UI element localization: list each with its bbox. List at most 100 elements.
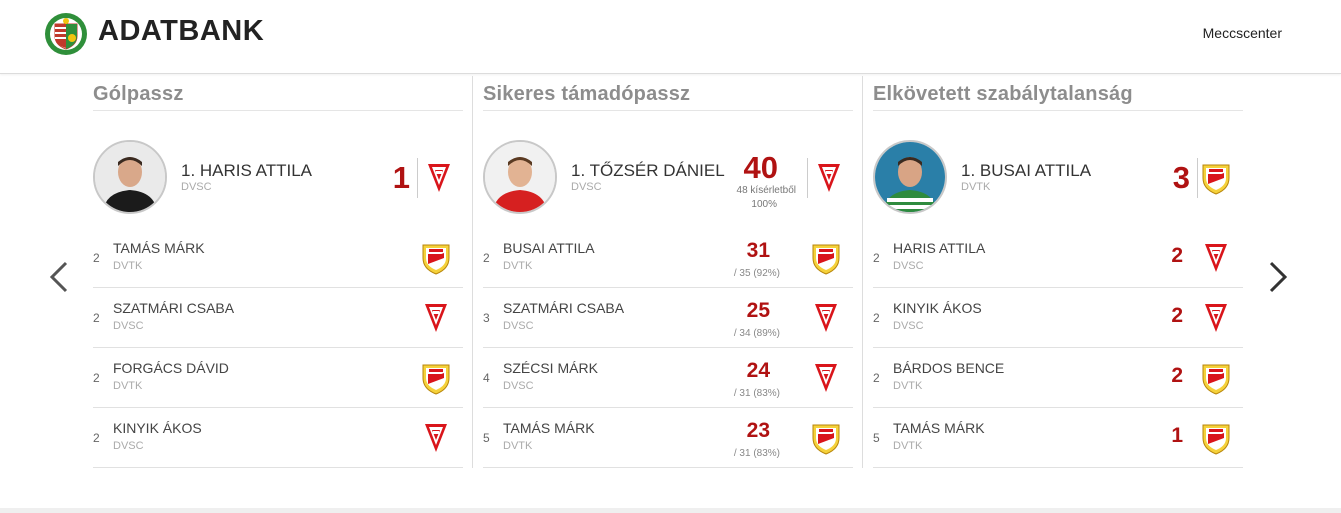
row-team: DVSC xyxy=(503,380,534,392)
row-value: 25 xyxy=(746,299,770,322)
row-rank: 2 xyxy=(93,431,100,445)
row-rank: 2 xyxy=(93,251,100,265)
column-title: Sikeres támadópassz xyxy=(483,83,691,105)
dvsc-crest-icon xyxy=(817,162,841,194)
ranking-list: 2 BUSAI ATTILA DVTK 31 / 35 (92%) 3 SZAT… xyxy=(483,228,853,468)
dvtk-crest-icon xyxy=(1201,362,1231,396)
row-name: TAMÁS MÁRK xyxy=(893,420,985,436)
row-team: DVSC xyxy=(503,320,534,332)
row-name: BÁRDOS BENCE xyxy=(893,360,1005,376)
leader-team: DVSC xyxy=(571,181,602,193)
mlsz-logo[interactable] xyxy=(44,12,88,56)
stat-column-golpassz: Gólpassz 1. HARIS ATTILA DVSC 1 2 TAMÁS … xyxy=(93,76,463,468)
column-title: Elkövetett szabálytalanság xyxy=(873,83,1133,105)
column-title: Gólpassz xyxy=(93,83,184,105)
dvsc-crest-icon xyxy=(424,422,448,454)
value-divider xyxy=(807,158,808,198)
row-rank: 2 xyxy=(873,251,880,265)
row-rank: 2 xyxy=(873,311,880,325)
row-name: BUSAI ATTILA xyxy=(503,240,595,256)
row-rank: 2 xyxy=(93,371,100,385)
dvtk-crest-icon xyxy=(421,362,451,396)
list-item[interactable]: 2 BÁRDOS BENCE DVTK 2 xyxy=(873,348,1243,408)
dvsc-crest-icon xyxy=(1204,242,1228,274)
list-item[interactable]: 2 BUSAI ATTILA DVTK 31 / 35 (92%) xyxy=(483,228,853,288)
dvtk-crest-icon xyxy=(421,242,451,276)
player-avatar xyxy=(873,140,947,214)
row-team: DVTK xyxy=(503,260,533,272)
list-item[interactable]: 4 SZÉCSI MÁRK DVSC 24 / 31 (83%) xyxy=(483,348,853,408)
leader-value: 1 xyxy=(392,160,410,195)
row-value: 24 xyxy=(746,359,770,382)
nav-link-meccscenter[interactable]: Meccscenter xyxy=(1202,25,1282,41)
leader-value: 3 xyxy=(1172,160,1190,195)
row-value: 2 xyxy=(1171,364,1183,387)
ranking-list: 2 HARIS ATTILA DVSC 2 2 KINYIK ÁKOS DVSC… xyxy=(873,228,1243,468)
player-avatar xyxy=(483,140,557,214)
row-attempts: / 35 (92%) xyxy=(733,268,780,279)
row-team: DVTK xyxy=(503,440,533,452)
row-attempts: / 34 (89%) xyxy=(733,328,780,339)
row-team: DVTK xyxy=(893,380,923,392)
dvtk-crest-icon xyxy=(811,242,841,276)
leader-team: DVTK xyxy=(961,181,991,193)
row-attempts: / 31 (83%) xyxy=(733,388,780,399)
row-rank: 4 xyxy=(483,371,490,385)
row-name: TAMÁS MÁRK xyxy=(503,420,595,436)
title-divider xyxy=(873,110,1243,111)
ranking-list: 2 TAMÁS MÁRK DVTK 2 SZATMÁRI CSABA DVSC … xyxy=(93,228,463,468)
row-team: DVSC xyxy=(113,320,144,332)
row-value: 23 xyxy=(746,419,770,442)
list-item[interactable]: 2 HARIS ATTILA DVSC 2 xyxy=(873,228,1243,288)
row-team: DVSC xyxy=(893,260,924,272)
list-item[interactable]: 3 SZATMÁRI CSABA DVSC 25 / 34 (89%) xyxy=(483,288,853,348)
leader-name: 1. BUSAI ATTILA xyxy=(961,161,1092,180)
dvsc-crest-icon xyxy=(427,162,451,194)
footer-bar xyxy=(0,508,1341,513)
row-value: 2 xyxy=(1171,244,1183,267)
row-name: TAMÁS MÁRK xyxy=(113,240,205,256)
site-header: ADATBANK Meccscenter xyxy=(0,0,1341,74)
dvsc-crest-icon xyxy=(814,302,838,334)
leader-attempts: 48 kísérletből xyxy=(736,185,796,196)
leader-name: 1. TŐZSÉR DÁNIEL xyxy=(571,161,725,180)
list-item[interactable]: 5 TAMÁS MÁRK DVTK 23 / 31 (83%) xyxy=(483,408,853,468)
chevron-left-icon[interactable] xyxy=(46,260,72,294)
dvtk-crest-icon xyxy=(1201,162,1231,196)
dvsc-crest-icon xyxy=(814,362,838,394)
row-rank: 3 xyxy=(483,311,490,325)
row-name: SZATMÁRI CSABA xyxy=(503,300,625,316)
row-rank: 5 xyxy=(873,431,880,445)
stat-column-sikeres-tamadopassz: Sikeres támadópassz 1. TŐZSÉR DÁNIEL DVS… xyxy=(483,76,853,468)
leader-card[interactable]: 1. TŐZSÉR DÁNIEL DVSC 40 48 kísérletből … xyxy=(483,140,853,216)
leader-name: 1. HARIS ATTILA xyxy=(181,161,313,180)
value-divider xyxy=(1197,158,1198,198)
value-divider xyxy=(417,158,418,198)
leader-card[interactable]: 1. HARIS ATTILA DVSC 1 xyxy=(93,140,463,216)
dvtk-crest-icon xyxy=(1201,422,1231,456)
list-item[interactable]: 2 TAMÁS MÁRK DVTK xyxy=(93,228,463,288)
row-value: 31 xyxy=(746,239,770,262)
column-divider xyxy=(472,76,473,468)
leader-value: 40 xyxy=(743,150,778,185)
row-name: KINYIK ÁKOS xyxy=(893,300,982,316)
list-item[interactable]: 2 SZATMÁRI CSABA DVSC xyxy=(93,288,463,348)
row-team: DVTK xyxy=(893,440,923,452)
list-item[interactable]: 2 KINYIK ÁKOS DVSC xyxy=(93,408,463,468)
title-divider xyxy=(93,110,463,111)
dvtk-crest-icon xyxy=(811,422,841,456)
row-rank: 2 xyxy=(93,311,100,325)
leader-card[interactable]: 1. BUSAI ATTILA DVTK 3 xyxy=(873,140,1243,216)
row-team: DVTK xyxy=(113,380,143,392)
row-name: HARIS ATTILA xyxy=(893,240,986,256)
chevron-right-icon[interactable] xyxy=(1265,260,1291,294)
title-divider xyxy=(483,110,853,111)
list-item[interactable]: 2 FORGÁCS DÁVID DVTK xyxy=(93,348,463,408)
column-divider xyxy=(862,76,863,468)
row-value: 1 xyxy=(1171,424,1183,447)
stat-column-elkovetett-szabalytalansag: Elkövetett szabálytalanság 1. BUSAI ATTI… xyxy=(873,76,1243,468)
dvsc-crest-icon xyxy=(424,302,448,334)
row-name: SZÉCSI MÁRK xyxy=(503,360,598,376)
list-item[interactable]: 2 KINYIK ÁKOS DVSC 2 xyxy=(873,288,1243,348)
list-item[interactable]: 5 TAMÁS MÁRK DVTK 1 xyxy=(873,408,1243,468)
